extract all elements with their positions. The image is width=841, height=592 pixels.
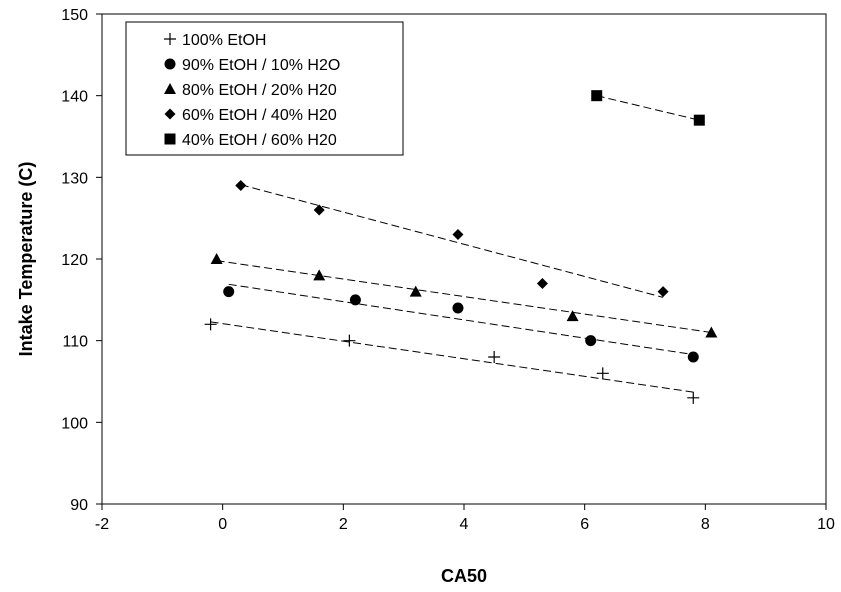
data-point-plus	[204, 318, 217, 331]
legend-label: 90% EtOH / 10% H2O	[182, 57, 340, 74]
data-point-plus	[488, 351, 501, 363]
legend-label: 100% EtOH	[182, 32, 266, 49]
x-tick-label: 0	[218, 516, 227, 533]
legend-marker-square	[164, 133, 176, 145]
legend-marker-circle	[164, 58, 176, 70]
y-tick-label: 120	[61, 252, 88, 269]
trendline-plus	[210, 321, 694, 393]
legend: 100% EtOH 90% EtOH / 10% H2O 80% EtOH / 20…	[125, 21, 404, 156]
legend-label: 40% EtOH / 60% H20	[182, 132, 337, 149]
trendline-diamond	[240, 184, 664, 298]
data-point-plus	[687, 391, 700, 404]
data-point-diamond	[536, 278, 548, 289]
legend-label: 80% EtOH / 20% H20	[182, 82, 337, 99]
data-point-plus	[343, 334, 356, 347]
data-point-diamond	[235, 180, 247, 191]
data-point-triangle	[409, 285, 422, 297]
legend-label: 60% EtOH / 40% H20	[182, 107, 337, 124]
x-tick-label: 8	[701, 516, 710, 533]
y-tick-label: 110	[62, 334, 88, 351]
data-point-triangle	[313, 269, 326, 281]
data-point-circle	[687, 351, 699, 363]
data-point-triangle	[705, 326, 718, 338]
data-point-diamond	[657, 286, 669, 298]
trendline-circle	[228, 283, 694, 356]
legend-marker-triangle	[164, 83, 176, 94]
x-axis-title: CA50	[441, 566, 487, 586]
data-point-triangle	[210, 253, 223, 264]
legend-marker-plus	[164, 33, 176, 45]
legend-marker-diamond	[164, 108, 176, 120]
y-tick-label: 90	[70, 497, 88, 514]
x-tick-label: -2	[95, 516, 109, 533]
data-point-diamond	[452, 229, 464, 240]
y-tick-label: 140	[61, 89, 88, 106]
trendline-square	[596, 95, 700, 121]
data-point-circle	[452, 302, 464, 314]
data-point-circle	[585, 335, 597, 347]
x-tick-label: 6	[580, 516, 589, 533]
y-tick-label: 130	[61, 170, 88, 187]
trendlines	[210, 95, 712, 393]
data-point-circle	[223, 286, 235, 298]
data-point-square	[693, 114, 705, 126]
data-point-diamond	[313, 204, 325, 216]
x-tick-label: 2	[339, 516, 348, 533]
x-tick-label: 4	[460, 516, 469, 533]
y-tick-label: 150	[61, 7, 88, 24]
data-point-square	[591, 90, 603, 102]
data-point-plus	[596, 367, 609, 380]
data-point-triangle	[566, 310, 579, 322]
data-points	[204, 90, 718, 404]
x-tick-label: 10	[817, 516, 835, 533]
axes: -2 0 2 4 6 8 10 90 100 110 120 130 140 150	[61, 7, 835, 533]
y-tick-label: 100	[61, 415, 88, 432]
data-point-circle	[349, 294, 361, 306]
y-axis-title: Intake Temperature (C)	[16, 162, 36, 357]
